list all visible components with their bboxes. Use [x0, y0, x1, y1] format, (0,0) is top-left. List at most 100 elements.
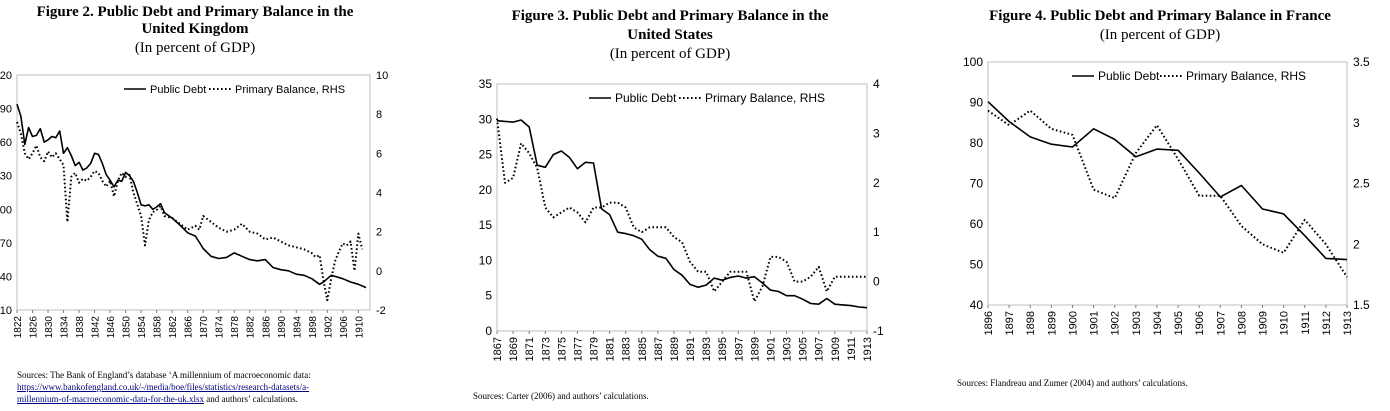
- y-tick-label: 15: [479, 218, 493, 232]
- figure-2: Figure 2. Public Debt and Primary Balanc…: [0, 0, 390, 411]
- x-tick-label: 1842: [91, 316, 102, 339]
- x-tick-label: 1909: [830, 337, 842, 361]
- plot-area: [987, 61, 1348, 306]
- source-note: Sources: Flandreau and Zumer (2004) and …: [957, 378, 1188, 388]
- x-tick-label: 1846: [106, 316, 117, 339]
- x-tick-label: 1877: [572, 337, 584, 361]
- figure-subtitle: (In percent of GDP): [1099, 27, 1221, 43]
- x-tick-label: 1904: [1152, 311, 1164, 335]
- x-tick-label: 1830: [44, 316, 55, 339]
- figure-4: Figure 4. Public Debt and Primary Balanc…: [935, 0, 1385, 411]
- series-public-debt-line: [987, 101, 1348, 261]
- x-tick-label: 1901: [765, 337, 777, 361]
- y-tick-label: 70: [970, 177, 984, 191]
- x-tick-label: 1874: [215, 316, 226, 339]
- x-tick-label: 1869: [508, 337, 520, 361]
- y2-tick-label: -1: [873, 324, 884, 338]
- chart-us: 0 5 10 15 20 25 30 35 -1 0 1 2 3 4 1867 1869 1871 1873 187…: [479, 77, 884, 361]
- plot-area: [16, 74, 371, 311]
- y2-tick-label: 8: [376, 109, 382, 121]
- chart-france: 40 50 60 70 80 90 100 1.5 2 2.5 3 3.5 1896 1897 1898 18…: [963, 55, 1370, 335]
- y2-tick-label: 1.5: [1353, 298, 1370, 312]
- y2-tick-label: 2.5: [1353, 177, 1370, 191]
- x-tick-label: 1870: [199, 316, 210, 339]
- x-tick-label: 1867: [492, 337, 504, 361]
- chart-uk: 104070100130160190220-202468101822182618…: [0, 70, 388, 339]
- figure-title-line2: United Kingdom: [141, 21, 249, 37]
- y-tick-label: 60: [970, 217, 984, 231]
- figure-title-line2: United States: [627, 27, 713, 43]
- y-tick-label: 20: [479, 183, 493, 197]
- x-tick-label: 1902: [1110, 311, 1122, 335]
- x-tick-label: 1893: [701, 337, 713, 361]
- y-tick-label: 90: [970, 96, 984, 110]
- y2-tick-label: 3: [1353, 116, 1360, 130]
- y2-tick-label: -2: [376, 305, 386, 317]
- x-tick-label: 1898: [1025, 311, 1037, 335]
- x-tick-label: 1854: [137, 316, 148, 339]
- x-tick-label: 1883: [621, 337, 633, 361]
- x-tick-label: 1902: [323, 316, 334, 339]
- x-tick-label: 1871: [524, 337, 536, 361]
- y-tick-label: 80: [970, 136, 984, 150]
- x-tick-label: 1890: [277, 316, 288, 339]
- x-tick-label: 1887: [653, 337, 665, 361]
- figure-subtitle: (In percent of GDP): [609, 46, 731, 62]
- figure-title-line1: Figure 2. Public Debt and Primary Balanc…: [36, 4, 354, 20]
- x-tick-label: 1873: [540, 337, 552, 361]
- legend-label: Public Debt: [615, 91, 677, 105]
- x-tick-label: 1834: [60, 316, 71, 339]
- x-tick-label: 1908: [1236, 311, 1248, 335]
- x-tick-label: 1906: [339, 316, 350, 339]
- source-note: Sources: The Bank of England’s database …: [17, 369, 387, 405]
- x-tick-label: 1896: [983, 311, 995, 335]
- y2-tick-label: 0: [873, 275, 880, 289]
- y-tick-label: 40: [970, 298, 984, 312]
- x-tick-label: 1903: [1131, 311, 1143, 335]
- y-tick-label: 190: [0, 104, 12, 116]
- x-tick-label: 1886: [261, 316, 272, 339]
- y-tick-label: 30: [479, 112, 493, 126]
- y-tick-label: 35: [479, 77, 493, 91]
- x-tick-label: 1889: [669, 337, 681, 361]
- legend-label: Primary Balance, RHS: [235, 84, 345, 96]
- x-tick-label: 1879: [589, 337, 601, 361]
- y2-tick-label: 4: [873, 77, 880, 91]
- x-tick-label: 1907: [1215, 311, 1227, 335]
- figure-title: Figure 4. Public Debt and Primary Balanc…: [989, 8, 1331, 24]
- x-tick-label: 1897: [1004, 311, 1016, 335]
- x-tick-label: 1899: [749, 337, 761, 361]
- y2-tick-label: 6: [376, 148, 382, 160]
- source-link-continued[interactable]: millennium-of-macroeconomic-data-for-the…: [17, 394, 205, 404]
- x-tick-label: 1900: [1067, 311, 1079, 335]
- legend-label: Primary Balance, RHS: [1186, 69, 1306, 83]
- series-public-debt-line: [496, 119, 868, 309]
- y-tick-label: 10: [0, 305, 12, 317]
- source-link[interactable]: https://www.bankofengland.co.uk/-/media/…: [17, 382, 310, 392]
- y-tick-label: 0: [485, 324, 492, 338]
- y-tick-label: 220: [0, 70, 12, 82]
- y-tick-label: 160: [0, 137, 12, 149]
- y2-tick-label: 3: [873, 126, 880, 140]
- y-tick-label: 100: [963, 55, 983, 69]
- x-tick-label: 1910: [1279, 311, 1291, 335]
- x-tick-label: 1899: [1046, 311, 1058, 335]
- x-tick-label: 1906: [1194, 311, 1206, 335]
- y-tick-label: 25: [479, 148, 493, 162]
- x-tick-label: 1907: [814, 337, 826, 361]
- x-tick-label: 1850: [122, 316, 133, 339]
- series-primary-balance-line: [496, 118, 867, 303]
- x-tick-label: 1912: [1321, 311, 1333, 335]
- x-tick-label: 1905: [1173, 311, 1185, 335]
- figure-3: Figure 3. Public Debt and Primary Balanc…: [455, 0, 885, 411]
- y2-tick-label: 1: [873, 225, 880, 239]
- x-tick-label: 1882: [246, 316, 257, 339]
- x-tick-label: 1897: [733, 337, 745, 361]
- x-tick-label: 1858: [153, 316, 164, 339]
- x-tick-label: 1895: [717, 337, 729, 361]
- x-tick-label: 1875: [556, 337, 568, 361]
- x-tick-label: 1905: [798, 337, 810, 361]
- x-tick-label: 1881: [605, 337, 617, 361]
- y-tick-label: 10: [479, 253, 493, 267]
- x-tick-label: 1866: [184, 316, 195, 339]
